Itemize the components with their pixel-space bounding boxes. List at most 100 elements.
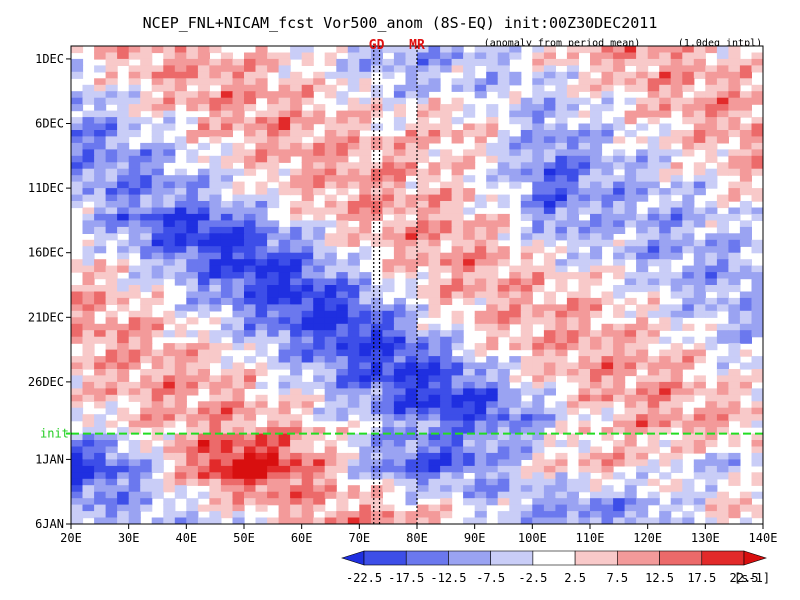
anomaly-cell xyxy=(174,188,187,196)
anomaly-cell xyxy=(716,233,729,241)
anomaly-cell xyxy=(497,175,510,183)
anomaly-cell xyxy=(209,46,222,54)
anomaly-cell xyxy=(82,91,95,99)
anomaly-cell xyxy=(417,388,430,396)
anomaly-cell xyxy=(94,162,107,170)
anomaly-cell xyxy=(370,84,383,92)
anomaly-cell xyxy=(117,388,130,396)
anomaly-cell xyxy=(532,356,545,364)
anomaly-cell xyxy=(705,433,718,441)
init-label: init xyxy=(40,427,69,441)
anomaly-cell xyxy=(693,388,706,396)
anomaly-cell xyxy=(590,162,603,170)
anomaly-cell xyxy=(336,459,349,467)
anomaly-cell xyxy=(94,259,107,267)
anomaly-cell xyxy=(705,304,718,312)
anomaly-cell xyxy=(255,58,268,66)
anomaly-cell xyxy=(693,278,706,286)
anomaly-cell xyxy=(370,188,383,196)
anomaly-cell xyxy=(186,375,199,383)
anomaly-cell xyxy=(659,65,672,73)
anomaly-cell xyxy=(71,168,84,176)
anomaly-cell xyxy=(543,336,556,344)
anomaly-cell xyxy=(440,181,453,189)
anomaly-cell xyxy=(94,504,107,512)
anomaly-cell xyxy=(220,459,233,467)
anomaly-cell xyxy=(197,175,210,183)
anomaly-cell xyxy=(82,291,95,299)
anomaly-cell xyxy=(151,207,164,215)
anomaly-cell xyxy=(728,414,741,422)
anomaly-cell xyxy=(244,381,257,389)
anomaly-cell xyxy=(382,478,395,486)
anomaly-cell xyxy=(555,272,568,280)
anomaly-cell xyxy=(486,459,499,467)
anomaly-cell xyxy=(509,310,522,318)
anomaly-cell xyxy=(440,58,453,66)
anomaly-cell xyxy=(117,356,130,364)
anomaly-cell xyxy=(670,168,683,176)
anomaly-cell xyxy=(197,349,210,357)
anomaly-cell xyxy=(209,394,222,402)
anomaly-cell xyxy=(682,394,695,402)
anomaly-cell xyxy=(497,459,510,467)
anomaly-cell xyxy=(405,246,418,254)
anomaly-cell xyxy=(220,440,233,448)
anomaly-cell xyxy=(151,517,164,524)
anomaly-cell xyxy=(417,414,430,422)
anomaly-cell xyxy=(370,104,383,112)
anomaly-cell xyxy=(543,265,556,273)
anomaly-cell xyxy=(428,259,441,267)
anomaly-cell xyxy=(209,478,222,486)
anomaly-cell xyxy=(117,349,130,357)
anomaly-cell xyxy=(543,323,556,331)
anomaly-cell xyxy=(739,323,752,331)
anomaly-cell xyxy=(359,401,372,409)
anomaly-cell xyxy=(186,278,199,286)
anomaly-cell xyxy=(716,498,729,506)
anomaly-cell xyxy=(647,291,660,299)
anomaly-cell xyxy=(197,407,210,415)
anomaly-cell xyxy=(151,246,164,254)
anomaly-cell xyxy=(647,46,660,54)
anomaly-cell xyxy=(105,130,118,138)
anomaly-cell xyxy=(728,433,741,441)
anomaly-cell xyxy=(566,201,579,209)
anomaly-cell xyxy=(417,136,430,144)
anomaly-cell xyxy=(716,459,729,467)
anomaly-cell xyxy=(428,84,441,92)
anomaly-cell xyxy=(232,207,245,215)
anomaly-cell xyxy=(693,349,706,357)
x-tick-label: 70E xyxy=(348,531,370,545)
anomaly-cell xyxy=(244,220,257,228)
anomaly-cell xyxy=(151,97,164,105)
anomaly-cell xyxy=(428,194,441,202)
anomaly-cell xyxy=(324,330,337,338)
anomaly-cell xyxy=(290,71,303,79)
anomaly-cell xyxy=(163,246,176,254)
anomaly-cell xyxy=(682,491,695,499)
anomaly-cell xyxy=(117,155,130,163)
anomaly-cell xyxy=(347,291,360,299)
anomaly-cell xyxy=(520,465,533,473)
anomaly-cell xyxy=(509,517,522,524)
anomaly-cell xyxy=(716,285,729,293)
anomaly-cell xyxy=(624,71,637,79)
anomaly-cell xyxy=(682,478,695,486)
anomaly-cell xyxy=(693,265,706,273)
anomaly-cell xyxy=(647,239,660,247)
anomaly-cell xyxy=(578,149,591,157)
anomaly-cell xyxy=(555,427,568,435)
anomaly-cell xyxy=(301,46,314,54)
anomaly-cell xyxy=(601,181,614,189)
anomaly-cell xyxy=(555,504,568,512)
anomaly-cell xyxy=(290,226,303,234)
anomaly-cell xyxy=(647,336,660,344)
anomaly-cell xyxy=(347,491,360,499)
anomaly-cell xyxy=(590,175,603,183)
anomaly-cell xyxy=(601,194,614,202)
anomaly-cell xyxy=(613,323,626,331)
anomaly-cell xyxy=(705,91,718,99)
anomaly-cell xyxy=(532,401,545,409)
anomaly-cell xyxy=(128,265,141,273)
